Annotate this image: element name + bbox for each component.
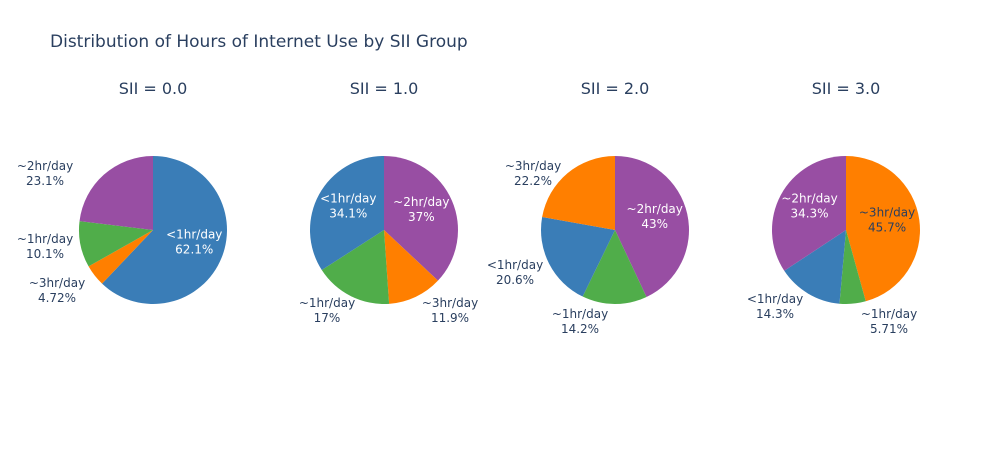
slice-label: ~3hr/day 4.72% xyxy=(29,276,85,305)
slice-percent: 14.2% xyxy=(561,322,599,336)
slice-3hr[interactable] xyxy=(846,156,921,302)
slice-lt-1hr[interactable] xyxy=(784,230,846,304)
slice-label: ~2hr/day 37% xyxy=(393,195,449,224)
slice-category: ~3hr/day xyxy=(859,205,915,219)
slice-category: ~1hr/day xyxy=(552,307,608,321)
slice-label: ~3hr/day 11.9% xyxy=(422,296,478,325)
slice-percent: 43% xyxy=(641,217,668,231)
slice-lt-1hr[interactable] xyxy=(310,156,384,271)
slice-percent: 17% xyxy=(314,311,341,325)
slice-percent: 34.1% xyxy=(329,207,367,221)
pie-0: SII = 0.0 <1hr/day 62.1% ~3hr/day 4.72% ~1hr/… xyxy=(17,79,227,305)
slice-percent: 4.72% xyxy=(38,291,76,305)
slice-label: ~2hr/day 43% xyxy=(627,202,683,231)
pie-title: SII = 1.0 xyxy=(350,79,419,98)
slice-category: ~2hr/day xyxy=(17,159,73,173)
slice-3hr[interactable] xyxy=(88,230,153,284)
chart-title: Distribution of Hours of Internet Use by… xyxy=(50,32,468,52)
slice-percent: 23.1% xyxy=(26,174,64,188)
slice-3hr[interactable] xyxy=(542,156,615,230)
slice-category: <1hr/day xyxy=(166,227,222,241)
slice-category: ~1hr/day xyxy=(299,296,355,310)
slice-1hr[interactable] xyxy=(321,230,390,304)
slice-2hr[interactable] xyxy=(384,156,458,281)
slice-percent: 10.1% xyxy=(26,247,64,261)
slice-2hr[interactable] xyxy=(79,156,153,230)
slice-label: ~1hr/day 5.71% xyxy=(861,307,917,336)
slice-category: <1hr/day xyxy=(487,258,543,272)
pie-title: SII = 3.0 xyxy=(812,79,881,98)
slice-label: ~1hr/day 10.1% xyxy=(17,232,73,261)
slice-lt-1hr[interactable] xyxy=(102,156,227,304)
slice-category: ~1hr/day xyxy=(861,307,917,321)
slice-category: ~3hr/day xyxy=(422,296,478,310)
pie-3: SII = 3.0 ~3hr/day 45.7% ~1hr/day 5.71% <1hr/… xyxy=(747,79,921,336)
slice-percent: 22.2% xyxy=(514,174,552,188)
slice-label: ~2hr/day 34.3% xyxy=(781,191,837,220)
slice-label: ~1hr/day 14.2% xyxy=(552,307,608,336)
slice-percent: 20.6% xyxy=(496,273,534,287)
slice-label: <1hr/day 34.1% xyxy=(320,192,376,221)
pie-title: SII = 2.0 xyxy=(581,79,650,98)
slice-label: <1hr/day 14.3% xyxy=(747,292,803,321)
slice-lt-1hr[interactable] xyxy=(541,217,615,297)
slice-percent: 14.3% xyxy=(756,307,794,321)
slice-1hr[interactable] xyxy=(582,230,647,304)
slice-category: ~3hr/day xyxy=(505,159,561,173)
slice-category: ~3hr/day xyxy=(29,276,85,290)
slice-percent: 37% xyxy=(408,210,435,224)
slice-category: <1hr/day xyxy=(320,192,376,206)
slice-1hr[interactable] xyxy=(839,230,866,304)
slice-percent: 5.71% xyxy=(870,322,908,336)
slice-2hr[interactable] xyxy=(772,156,846,271)
slice-3hr[interactable] xyxy=(384,230,438,304)
slice-percent: 34.3% xyxy=(790,206,828,220)
slice-label: ~3hr/day 22.2% xyxy=(505,159,561,188)
slice-1hr[interactable] xyxy=(79,221,153,267)
slice-category: <1hr/day xyxy=(747,292,803,306)
slice-label: <1hr/day 20.6% xyxy=(487,258,543,287)
slice-label: <1hr/day 62.1% xyxy=(166,227,222,256)
slice-category: ~2hr/day xyxy=(393,195,449,209)
slice-category: ~2hr/day xyxy=(781,191,837,205)
pie-2: SII = 2.0 ~2hr/day 43% ~1hr/day 14.2% <1hr/da… xyxy=(487,79,690,336)
slice-category: ~1hr/day xyxy=(17,232,73,246)
slice-label: ~2hr/day 23.1% xyxy=(17,159,73,188)
slice-label: ~1hr/day 17% xyxy=(299,296,355,325)
pie-1: SII = 1.0 ~2hr/day 37% ~3hr/day 11.9% ~1hr/da… xyxy=(299,79,478,325)
slice-category: ~2hr/day xyxy=(627,202,683,216)
slice-percent: 62.1% xyxy=(175,242,213,256)
slice-percent: 45.7% xyxy=(868,220,906,234)
slice-label: ~3hr/day 45.7% xyxy=(859,205,915,234)
pie-title: SII = 0.0 xyxy=(119,79,188,98)
slice-2hr[interactable] xyxy=(615,156,690,297)
slice-percent: 11.9% xyxy=(431,311,469,325)
